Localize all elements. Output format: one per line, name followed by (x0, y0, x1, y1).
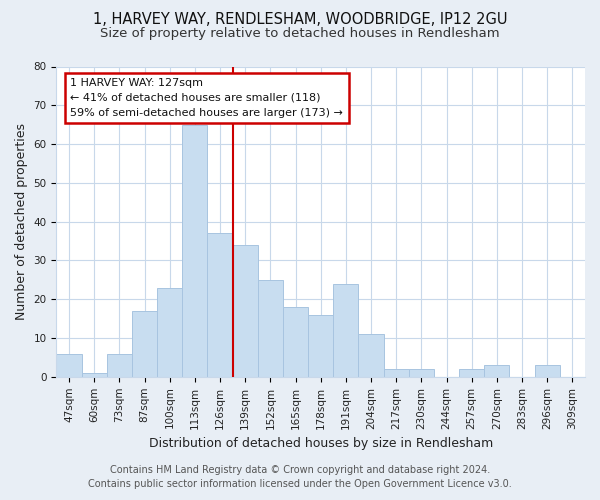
Bar (409, 369, 434, 377)
Text: 1, HARVEY WAY, RENDLESHAM, WOODBRIDGE, IP12 2GU: 1, HARVEY WAY, RENDLESHAM, WOODBRIDGE, I… (93, 12, 507, 28)
Bar (208, 234, 233, 377)
Y-axis label: Number of detached properties: Number of detached properties (15, 123, 28, 320)
Bar (157, 288, 182, 377)
Bar (459, 369, 484, 377)
Bar (333, 284, 358, 377)
Bar (258, 280, 283, 377)
Bar (308, 315, 333, 377)
Bar (82, 373, 107, 377)
Bar (484, 365, 509, 377)
Bar (182, 124, 208, 377)
Bar (358, 334, 383, 377)
Bar (56, 354, 82, 377)
X-axis label: Distribution of detached houses by size in Rendlesham: Distribution of detached houses by size … (149, 437, 493, 450)
Bar (283, 307, 308, 377)
Bar (107, 354, 132, 377)
Bar (535, 365, 560, 377)
Text: Contains HM Land Registry data © Crown copyright and database right 2024.
Contai: Contains HM Land Registry data © Crown c… (88, 465, 512, 489)
Bar (233, 245, 258, 377)
Text: 1 HARVEY WAY: 127sqm
← 41% of detached houses are smaller (118)
59% of semi-deta: 1 HARVEY WAY: 127sqm ← 41% of detached h… (70, 78, 343, 118)
Bar (383, 369, 409, 377)
Bar (132, 311, 157, 377)
Text: Size of property relative to detached houses in Rendlesham: Size of property relative to detached ho… (100, 28, 500, 40)
